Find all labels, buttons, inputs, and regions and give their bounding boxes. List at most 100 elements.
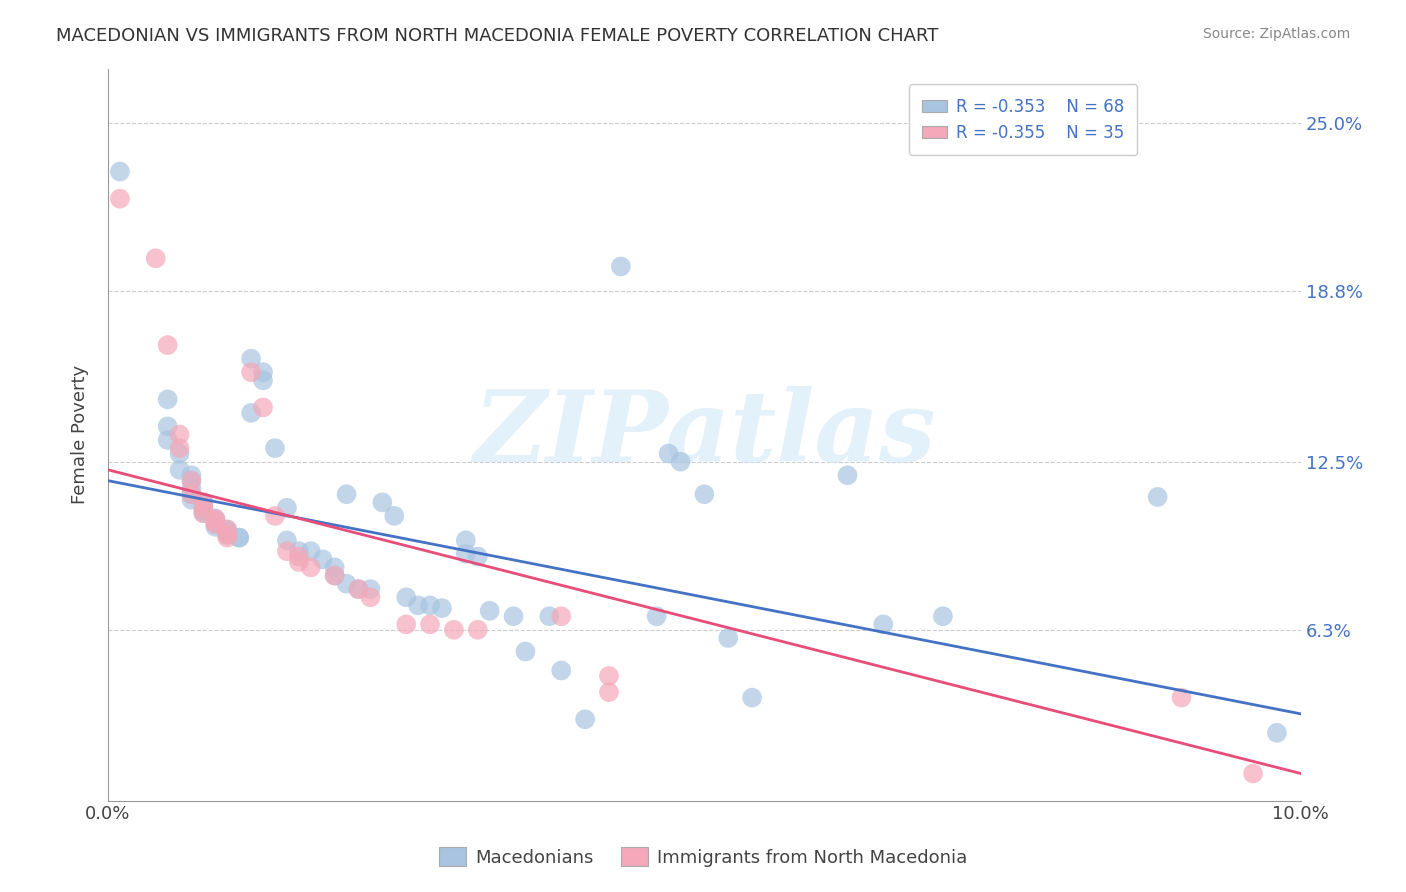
Point — [276, 533, 298, 548]
Point — [323, 568, 346, 582]
Point — [204, 511, 226, 525]
Point — [323, 568, 346, 582]
Point — [371, 495, 394, 509]
Point — [180, 487, 202, 501]
Text: Source: ZipAtlas.com: Source: ZipAtlas.com — [1202, 27, 1350, 41]
Point — [228, 531, 250, 545]
Point — [395, 617, 418, 632]
Point — [693, 487, 716, 501]
Point — [502, 609, 524, 624]
Point — [204, 514, 226, 528]
Point — [1146, 490, 1168, 504]
Point — [180, 468, 202, 483]
Point — [1170, 690, 1192, 705]
Point — [217, 528, 239, 542]
Point — [276, 544, 298, 558]
Point — [932, 609, 955, 624]
Point — [837, 468, 859, 483]
Point — [204, 514, 226, 528]
Point — [347, 582, 370, 596]
Point — [180, 492, 202, 507]
Point — [288, 555, 311, 569]
Point — [406, 599, 429, 613]
Point — [538, 609, 561, 624]
Point — [276, 500, 298, 515]
Point — [347, 582, 370, 596]
Point — [550, 609, 572, 624]
Legend: Macedonians, Immigrants from North Macedonia: Macedonians, Immigrants from North Maced… — [432, 840, 974, 874]
Point — [288, 544, 311, 558]
Point — [156, 338, 179, 352]
Point — [180, 474, 202, 488]
Point — [264, 508, 287, 523]
Point — [169, 463, 191, 477]
Point — [550, 664, 572, 678]
Point — [240, 406, 263, 420]
Point — [419, 617, 441, 632]
Point — [419, 599, 441, 613]
Point — [323, 560, 346, 574]
Point — [454, 547, 477, 561]
Point — [193, 500, 215, 515]
Legend: R = -0.353    N = 68, R = -0.355    N = 35: R = -0.353 N = 68, R = -0.355 N = 35 — [910, 84, 1137, 155]
Point — [335, 576, 357, 591]
Point — [228, 531, 250, 545]
Point — [312, 552, 335, 566]
Point — [204, 511, 226, 525]
Point — [217, 523, 239, 537]
Point — [574, 712, 596, 726]
Point — [193, 495, 215, 509]
Point — [156, 419, 179, 434]
Point — [240, 365, 263, 379]
Point — [264, 441, 287, 455]
Point — [180, 482, 202, 496]
Point — [741, 690, 763, 705]
Point — [430, 601, 453, 615]
Point — [610, 260, 633, 274]
Point — [395, 591, 418, 605]
Point — [108, 164, 131, 178]
Point — [658, 446, 681, 460]
Point — [515, 644, 537, 658]
Point — [217, 525, 239, 540]
Point — [467, 623, 489, 637]
Point — [217, 523, 239, 537]
Point — [180, 474, 202, 488]
Point — [145, 252, 167, 266]
Y-axis label: Female Poverty: Female Poverty — [72, 365, 89, 504]
Point — [335, 487, 357, 501]
Point — [467, 549, 489, 564]
Point — [478, 604, 501, 618]
Point — [669, 455, 692, 469]
Point — [252, 401, 274, 415]
Point — [193, 495, 215, 509]
Point — [193, 506, 215, 520]
Point — [193, 503, 215, 517]
Point — [169, 441, 191, 455]
Point — [443, 623, 465, 637]
Point — [193, 506, 215, 520]
Point — [204, 520, 226, 534]
Point — [169, 446, 191, 460]
Point — [598, 685, 620, 699]
Point — [217, 525, 239, 540]
Point — [717, 631, 740, 645]
Point — [252, 365, 274, 379]
Point — [454, 533, 477, 548]
Point — [193, 500, 215, 515]
Point — [169, 427, 191, 442]
Point — [217, 531, 239, 545]
Point — [204, 516, 226, 531]
Point — [156, 433, 179, 447]
Point — [872, 617, 894, 632]
Point — [382, 508, 405, 523]
Point — [645, 609, 668, 624]
Point — [240, 351, 263, 366]
Point — [1241, 766, 1264, 780]
Point — [156, 392, 179, 407]
Point — [288, 549, 311, 564]
Point — [598, 669, 620, 683]
Point — [299, 544, 322, 558]
Point — [359, 591, 381, 605]
Point — [180, 487, 202, 501]
